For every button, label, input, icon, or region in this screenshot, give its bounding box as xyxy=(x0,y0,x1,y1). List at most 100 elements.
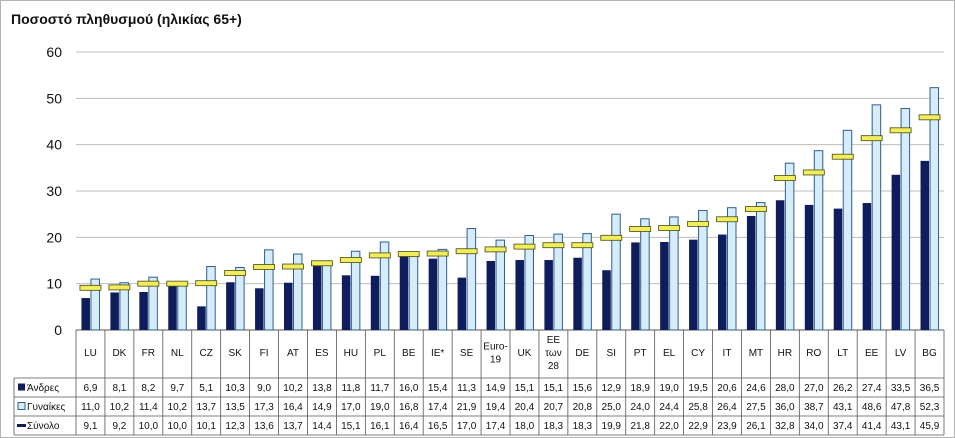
data-label: 47,8 xyxy=(891,402,911,413)
x-tick-label: ΕΕ των 28 xyxy=(545,335,562,372)
marker-total xyxy=(802,169,825,176)
marker-total xyxy=(629,226,652,232)
data-label: 18,9 xyxy=(630,383,650,394)
bar-women xyxy=(264,249,274,331)
bar-men xyxy=(110,292,119,330)
bar-men xyxy=(631,242,640,330)
bar-women xyxy=(582,233,592,331)
data-label: 16,5 xyxy=(428,421,448,432)
marker-total xyxy=(368,252,391,259)
x-tick-label: CY xyxy=(691,348,705,359)
x-tick-label: BG xyxy=(922,348,937,359)
data-label: 36,5 xyxy=(920,383,940,394)
marker-total xyxy=(745,206,767,212)
x-tick-label: BE xyxy=(402,348,416,359)
data-label: 11,3 xyxy=(457,383,476,394)
marker-total xyxy=(282,263,304,270)
data-label: 15,1 xyxy=(515,383,535,394)
bar-men xyxy=(775,200,785,330)
legend-key-total xyxy=(17,424,26,427)
bar-women xyxy=(90,278,100,331)
data-label: 37,4 xyxy=(833,421,853,432)
data-label: 12,9 xyxy=(602,383,622,394)
data-label: 6,9 xyxy=(84,383,98,394)
data-label: 32,8 xyxy=(775,421,795,432)
bar-men xyxy=(284,282,293,330)
bar-men xyxy=(602,270,611,330)
data-label: 9,0 xyxy=(257,383,271,394)
data-label: 43,1 xyxy=(891,421,911,432)
bar-women xyxy=(293,253,303,331)
data-label: 11,4 xyxy=(139,402,158,413)
data-label: 24,4 xyxy=(659,402,679,413)
y-tick-label: 60 xyxy=(46,44,62,60)
data-label: 14,9 xyxy=(486,383,506,394)
data-label: 22,0 xyxy=(659,421,679,432)
bar-women xyxy=(119,282,129,331)
bar-men xyxy=(81,298,90,330)
data-label: 11,7 xyxy=(370,383,389,394)
y-tick-label: 40 xyxy=(46,137,62,153)
data-label: 22,9 xyxy=(688,421,708,432)
data-label: 26,4 xyxy=(717,402,737,413)
bar-men xyxy=(660,241,669,330)
bar-men xyxy=(428,258,438,330)
x-tick-label: UK xyxy=(518,348,532,359)
bar-women xyxy=(640,218,650,331)
bar-women xyxy=(466,228,477,331)
y-tick-label: 30 xyxy=(46,183,62,199)
x-tick-label: FI xyxy=(260,348,269,359)
bar-men xyxy=(139,292,148,330)
x-tick-label: LU xyxy=(84,348,97,359)
data-label: 26,1 xyxy=(746,421,766,432)
marker-total xyxy=(513,243,536,250)
data-label: 21,8 xyxy=(630,421,650,432)
data-label: 19,5 xyxy=(688,383,708,394)
bar-women xyxy=(553,233,563,331)
bar-women xyxy=(524,234,534,331)
data-label: 10,1 xyxy=(196,421,216,432)
data-label: 27,4 xyxy=(862,383,882,394)
bar-women xyxy=(408,251,419,331)
data-label: 13,5 xyxy=(225,402,245,413)
x-tick-label: SI xyxy=(607,348,616,359)
legend-key-women xyxy=(17,402,26,410)
data-label: 16,0 xyxy=(399,383,419,394)
bar-men xyxy=(486,260,496,330)
x-tick-label: HU xyxy=(344,348,358,359)
legend-key-men xyxy=(18,383,25,391)
legend-label-2: Σύνολο xyxy=(27,420,60,432)
bar-men xyxy=(920,160,930,330)
bar-men xyxy=(341,275,351,330)
marker-total xyxy=(860,135,883,142)
bar-women xyxy=(929,87,940,331)
bar-women xyxy=(871,104,882,331)
data-label: 17,3 xyxy=(254,402,274,413)
data-label: 38,7 xyxy=(804,402,824,413)
data-label: 25,8 xyxy=(688,402,708,413)
data-label: 14,9 xyxy=(312,402,332,413)
bar-women xyxy=(379,241,390,331)
bar-women xyxy=(813,150,824,331)
bar-men xyxy=(312,266,322,330)
marker-total xyxy=(600,234,623,241)
bar-men xyxy=(255,288,264,330)
data-label: 15,1 xyxy=(341,421,361,432)
marker-total xyxy=(137,280,160,287)
marker-total xyxy=(773,175,796,181)
data-label: 17,4 xyxy=(486,421,506,432)
x-tick-label: AT xyxy=(287,348,299,359)
data-label: 16,1 xyxy=(370,421,390,432)
marker-total xyxy=(455,248,478,255)
bar-men xyxy=(833,208,843,330)
data-label: 34,0 xyxy=(804,421,824,432)
marker-total xyxy=(889,127,912,134)
data-label: 11,0 xyxy=(81,402,100,413)
marker-total xyxy=(339,257,362,263)
data-label: 15,4 xyxy=(428,383,448,394)
data-label: 48,6 xyxy=(862,402,882,413)
data-label: 21,9 xyxy=(457,402,477,413)
x-tick-label: EL xyxy=(663,348,676,359)
